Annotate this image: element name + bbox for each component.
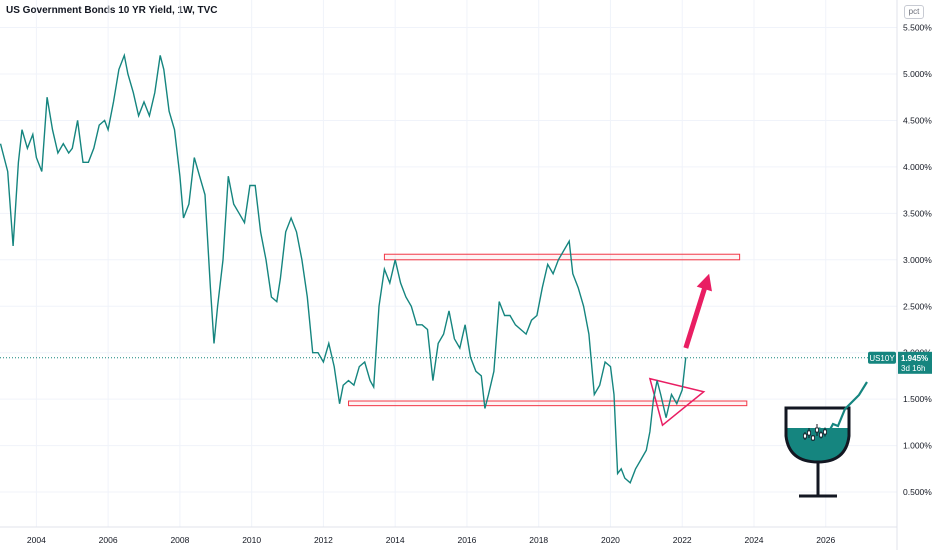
glass-candle-body: [807, 430, 811, 436]
countdown-label: 3d 16h: [901, 364, 925, 373]
symbol-badge: [868, 351, 896, 364]
y-tick-label: 2.500%: [903, 301, 932, 311]
support-zone: [348, 400, 748, 407]
scale-mode-button[interactable]: pct: [904, 5, 924, 19]
y-tick-label: 1.000%: [903, 441, 932, 451]
yield-series-line: [0, 52, 687, 484]
y-tick-label: 5.000%: [903, 69, 932, 79]
glass-liquid: [786, 428, 849, 462]
wine-glass-icon: [784, 381, 868, 498]
glass-candle-body: [803, 433, 807, 439]
last-price-badges: US10Y 1.945%3d 16h: [868, 351, 932, 374]
price-grid: [0, 0, 897, 527]
x-tick-label: 2024: [745, 535, 764, 545]
x-tick-label: 2010: [242, 535, 261, 545]
last-value-label: 1.945%: [901, 354, 928, 363]
y-tick-label: 5.500%: [903, 23, 932, 33]
x-tick-label: 2018: [529, 535, 548, 545]
y-tick-label: 4.000%: [903, 162, 932, 172]
symbol-label: US10Y: [869, 354, 895, 363]
glass-candle-body: [819, 432, 823, 438]
x-tick-label: 2012: [314, 535, 333, 545]
last-value-badge: [898, 351, 932, 374]
y-tick-label: 4.500%: [903, 115, 932, 125]
x-tick-label: 2004: [27, 535, 46, 545]
resistance-zone: [383, 253, 741, 261]
x-tick-label: 2026: [816, 535, 835, 545]
y-tick-label: 3.000%: [903, 255, 932, 265]
glass-candle-body: [815, 427, 819, 433]
upward-arrow: [683, 273, 712, 349]
chart-title: US Government Bonds 10 YR Yield, 1W, TVC: [6, 5, 218, 16]
x-tick-label: 2008: [170, 535, 189, 545]
y-tick-label: 1.500%: [903, 394, 932, 404]
x-tick-label: 2006: [99, 535, 118, 545]
x-tick-label: 2022: [673, 535, 692, 545]
y-tick-label: 3.500%: [903, 208, 932, 218]
glass-candle-body: [811, 435, 815, 441]
x-tick-label: 2014: [386, 535, 405, 545]
x-tick-label: 2016: [457, 535, 476, 545]
y-tick-label: 0.500%: [903, 487, 932, 497]
price-axis[interactable]: 5.500% 5.000% 4.500% 4.000% 3.500% 3.000% 2.50…: [903, 23, 932, 498]
time-axis[interactable]: 2004 2006 2008 2010 2012 2014 2016 2018 2020 2022…: [27, 535, 836, 545]
x-tick-label: 2020: [601, 535, 620, 545]
glass-candle-body: [823, 429, 827, 435]
triangle-pattern: [648, 377, 706, 427]
